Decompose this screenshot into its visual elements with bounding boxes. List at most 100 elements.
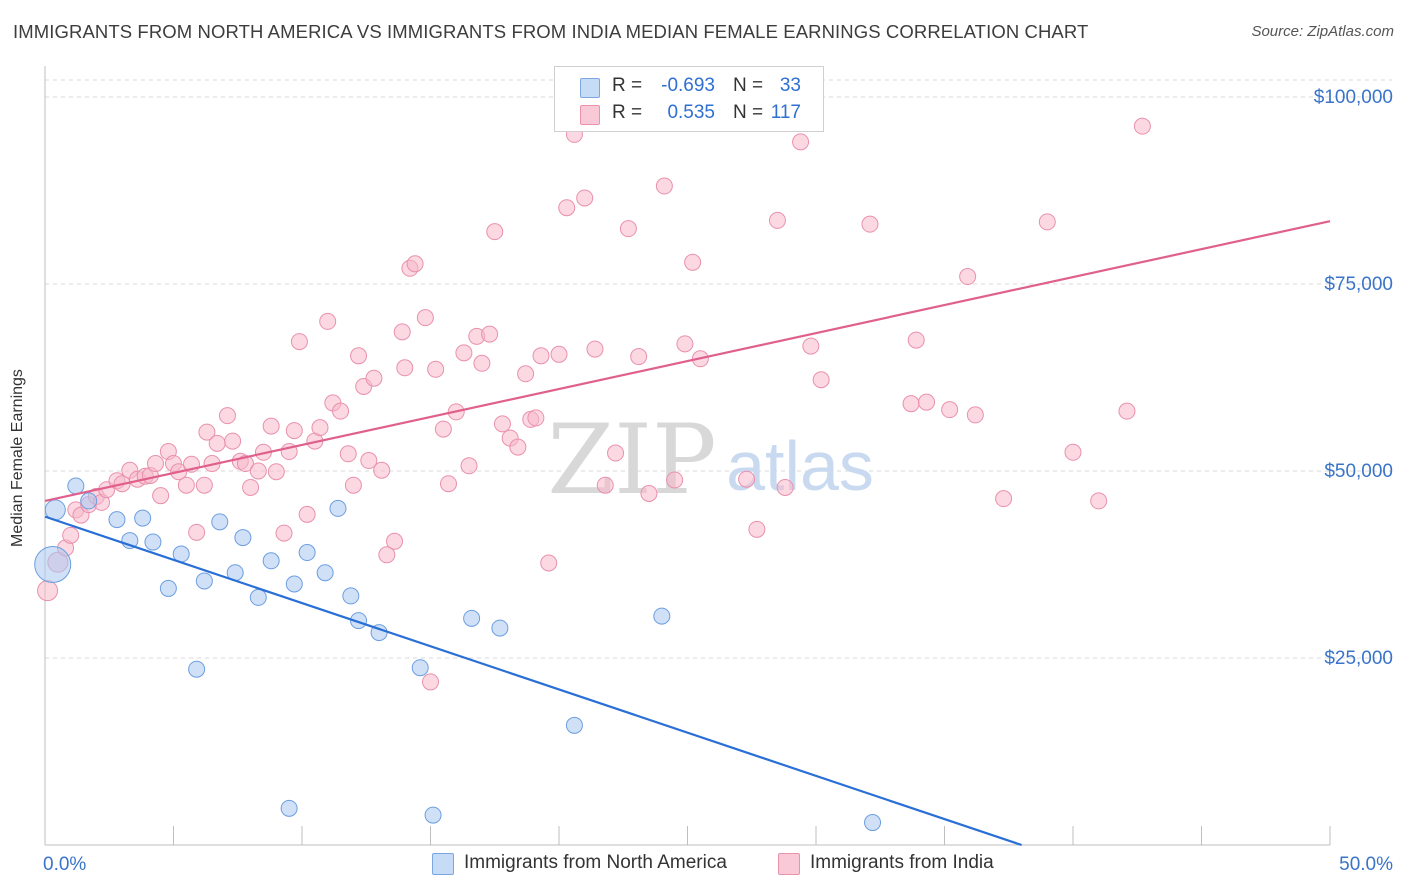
legend-swatch-blue xyxy=(580,78,600,98)
legend-row-north-america: R = -0.693 N = 33 xyxy=(555,75,823,101)
india-point xyxy=(262,417,280,435)
india-point xyxy=(406,255,424,273)
india-point xyxy=(460,457,478,475)
india-point xyxy=(275,524,293,542)
north-america-point xyxy=(211,513,229,531)
india-point xyxy=(311,419,329,437)
north-america-point xyxy=(298,544,316,562)
india-point xyxy=(422,673,439,691)
north-america-point xyxy=(565,716,583,734)
series-legend: Immigrants from North America Immigrants… xyxy=(0,851,1406,877)
india-point xyxy=(966,406,984,424)
india-point xyxy=(393,323,411,341)
legend-r-value: 0.535 xyxy=(667,102,715,123)
india-point xyxy=(62,526,80,544)
india-point xyxy=(455,344,473,362)
north-america-point xyxy=(329,499,347,517)
india-point xyxy=(434,420,452,438)
india-point xyxy=(416,309,434,327)
india-point xyxy=(596,476,614,494)
india-point xyxy=(242,478,260,496)
legend-r-value: -0.693 xyxy=(661,75,715,96)
watermark-zip: ZIP xyxy=(547,404,716,516)
india-point xyxy=(195,476,213,494)
chart-title: IMMIGRANTS FROM NORTH AMERICA VS IMMIGRA… xyxy=(13,21,1089,42)
north-america-point xyxy=(316,564,334,582)
north-america-point xyxy=(67,477,85,495)
india-point xyxy=(1038,213,1056,231)
india-point xyxy=(550,345,568,363)
india-point xyxy=(1133,117,1151,135)
india-point xyxy=(576,189,594,207)
india-point xyxy=(527,409,545,427)
north-america-point xyxy=(350,612,368,630)
india-point xyxy=(486,223,504,241)
india-point xyxy=(1090,492,1108,510)
india-point xyxy=(147,455,165,473)
india-point xyxy=(344,476,362,494)
axes xyxy=(44,66,1331,846)
india-point xyxy=(586,340,604,358)
north-america-point xyxy=(463,609,481,627)
india-point xyxy=(558,199,576,217)
north-america-point xyxy=(80,492,98,510)
india-point xyxy=(509,438,527,456)
legend-r-label: R = xyxy=(612,102,643,123)
india-point xyxy=(236,455,254,473)
north-america-point xyxy=(249,588,267,606)
north-america-point xyxy=(285,575,303,593)
india-point xyxy=(332,402,350,420)
india-point xyxy=(619,220,637,238)
india-point xyxy=(768,211,786,229)
india-point xyxy=(959,268,977,286)
india-point xyxy=(861,215,879,233)
india-point xyxy=(473,354,491,372)
north-america-point xyxy=(280,799,298,817)
north-america-point xyxy=(144,533,162,551)
india-point xyxy=(655,177,673,195)
y-axis-label: Median Female Earnings xyxy=(9,369,26,547)
north-america-point xyxy=(188,660,206,678)
india-point xyxy=(427,360,445,378)
north-america-point xyxy=(195,572,213,590)
north-america-point xyxy=(864,814,882,832)
y-tick-labels: $25,000 $50,000 $75,000 $100,000 xyxy=(1314,87,1393,669)
legend-n-value: 33 xyxy=(779,75,801,96)
india-point xyxy=(540,554,558,572)
india-point xyxy=(373,461,391,479)
north-america-point xyxy=(262,552,280,570)
india-point xyxy=(1118,402,1136,420)
x-tick-label: 0.0% xyxy=(43,854,86,875)
legend-r-label: R = xyxy=(612,75,643,96)
north-america-point xyxy=(234,529,252,547)
source-label: Source: ZipAtlas.com xyxy=(1251,23,1394,40)
india-point xyxy=(365,369,383,387)
legend-swatch-blue xyxy=(432,853,454,875)
india-point xyxy=(738,470,756,488)
legend-label: Immigrants from India xyxy=(810,852,994,873)
north-america-point xyxy=(134,509,152,527)
north-america-point xyxy=(159,579,177,597)
india-point xyxy=(224,432,242,450)
india-point xyxy=(439,475,457,493)
legend-n-value: 117 xyxy=(770,102,801,123)
india-point xyxy=(902,395,920,413)
india-point xyxy=(267,463,285,481)
north-america-trend-line xyxy=(44,515,1022,847)
india-point xyxy=(640,484,658,502)
watermark-atlas: atlas xyxy=(726,427,874,505)
y-tick-label: $75,000 xyxy=(1324,274,1393,295)
north-america-point xyxy=(424,806,442,824)
india-point xyxy=(360,452,378,470)
india-point xyxy=(1064,443,1082,461)
y-tick-label: $50,000 xyxy=(1324,461,1393,482)
india-points xyxy=(37,117,1151,691)
watermark: ZIP atlas xyxy=(547,404,874,516)
x-tick-labels: 0.0% 50.0% xyxy=(43,854,1393,875)
india-point xyxy=(298,505,316,523)
india-point xyxy=(290,333,308,351)
india-point xyxy=(607,444,625,462)
y-tick-label: $25,000 xyxy=(1324,648,1393,669)
india-point xyxy=(666,471,684,489)
